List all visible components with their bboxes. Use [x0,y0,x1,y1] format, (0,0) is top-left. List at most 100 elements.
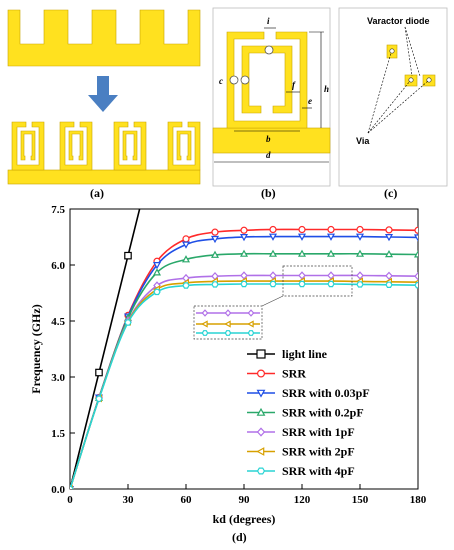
srr-row [11,121,201,171]
panel-a-label: (a) [90,186,104,200]
zoom-connector [261,295,284,307]
point-3-10 [356,271,364,280]
y-axis-title: Frequency (GHz) [29,304,43,393]
point-2-10 [355,249,365,257]
down-arrow-head [88,95,118,112]
point-5-9 [327,280,335,288]
srr-cell-3 [167,121,201,171]
legend-label-3: SRR with 1pF [282,425,355,439]
legend-label-0: SRR [282,367,306,381]
panel-c-label: (c) [384,186,397,200]
legend-marker-3 [256,427,266,437]
point-2-9 [326,249,336,257]
point-0-5 [211,228,219,236]
legend-marker-shape-3 [256,427,266,437]
inset-point-5-1 [224,330,232,336]
dim-f-label: f [292,80,296,90]
point-5-7 [269,280,277,288]
legend-marker-5 [256,467,266,475]
via-top [264,45,274,55]
legend-entry-light-line: light line [247,347,328,361]
point-1-8 [297,233,307,241]
down-arrow-shaft [97,76,109,96]
dim-c-label: c [219,76,223,86]
inset-point-4-1 [224,320,231,328]
panel-c: Varactor diode Via (c) [338,7,448,200]
zoom-inset-lines [196,309,260,336]
dim-d-label: d [266,150,271,160]
y-tick-label-0: 0.0 [51,484,65,496]
legend-marker-shape-5 [256,467,266,475]
point-5-4 [182,282,190,289]
legend-label-light-line: light line [282,347,328,361]
panel-b-label: (b) [261,186,276,200]
legend-entry-4: SRR with 2pF [247,445,355,459]
via-2 [408,77,414,83]
point-0-7 [269,225,277,234]
inset-point-5-2 [247,330,255,336]
legend: light line SRR SRR with 0.03pF SRR with … [247,347,370,478]
point-0-9 [327,225,335,234]
inset-point-3-0 [201,309,209,317]
point-1-9 [326,233,336,241]
point-1-6 [239,234,249,242]
point-2-7 [268,249,278,257]
point-5-2 [124,319,132,326]
inset-point-3-2 [247,309,255,317]
panel-a: (a) [7,9,201,200]
dim-i-label: i [267,16,270,26]
srr-cell-2 [113,121,147,171]
legend-marker-shape-0 [257,369,266,378]
point-0-6 [240,226,248,234]
x-tick-label-2: 60 [181,494,193,506]
point-5-5 [211,281,219,288]
srr-cell-1 [59,121,93,171]
srr-strip-base [7,169,201,185]
x-tick-label-0: 0 [67,494,73,506]
point-2-12 [413,250,418,258]
point-5-10 [356,281,364,288]
x-tick-label-3: 90 [239,494,251,506]
legend-marker-1 [256,389,266,398]
via-pointer-3 [367,80,429,134]
legend-marker-shape-2 [256,407,266,416]
point-5-3 [153,288,161,296]
legend-marker-0 [257,369,266,378]
point-2-11 [384,249,394,258]
legend-label-4: SRR with 2pF [282,445,355,459]
panel-b: i c f e b h d (b) [212,7,331,200]
via-label: Via [356,136,370,146]
dim-b-label: b [266,134,271,144]
srr-cell-0 [11,121,45,171]
point-1-5 [210,235,220,244]
point-5-8 [298,280,306,288]
point-0-4 [182,235,190,243]
point-light-line-2 [154,136,160,142]
legend-entry-5: SRR with 4pF [247,464,355,478]
x-tick-label-1: 30 [123,494,135,506]
series-line-light-line [70,209,141,489]
y-tick-label-2: 3.0 [51,372,65,384]
dim-e-label: e [308,96,312,106]
point-0-10 [356,225,364,234]
y-tick-label-3: 4.5 [51,316,65,328]
point-1-7 [268,233,278,241]
point-5-1 [95,395,103,402]
legend-marker-shape-4 [256,447,265,456]
point-5-0 [70,485,74,489]
zoom-source-box [282,265,353,297]
y-tick-label-4: 6.0 [51,260,65,272]
outer-ring [226,31,308,129]
diode-pointer-2 [404,26,421,77]
point-1-3 [152,262,162,270]
point-0-11 [385,226,393,234]
x-axis-title: kd (degrees) [213,512,276,526]
comb-strip [7,9,201,67]
point-5-12 [414,282,418,289]
panel-d: 0 30 60 90 120 150 180 0.0 1.5 3.0 4.5 6.0 7.5 Frequ… [29,136,427,544]
point-5-6 [240,280,248,288]
legend-marker-4 [256,447,265,456]
series-lines [70,136,418,489]
inset-point-5-0 [201,330,209,336]
